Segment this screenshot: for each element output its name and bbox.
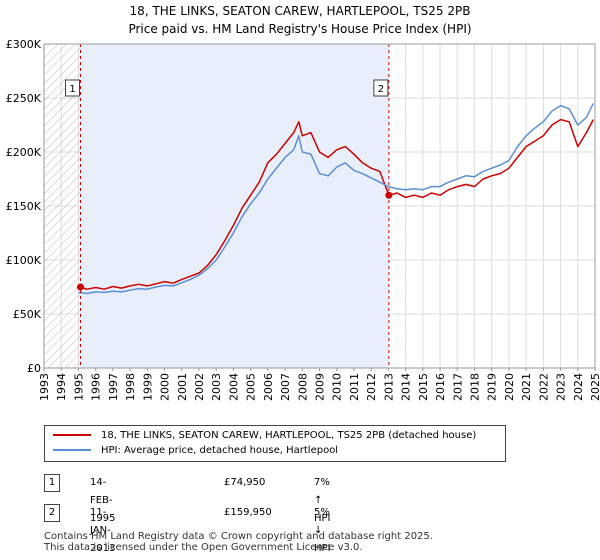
sale-point [385, 191, 393, 199]
x-tick-label: 1994 [55, 373, 68, 401]
y-tick-label: £300K [6, 38, 42, 51]
legend-swatch-hpi [53, 449, 91, 451]
x-tick-label: 2012 [365, 373, 378, 401]
subtitle-line: Price paid vs. HM Land Registry's House … [128, 22, 472, 36]
y-tick-label: £50K [13, 308, 42, 321]
x-tick-label: 1997 [107, 373, 120, 401]
x-tick-label: 2024 [572, 373, 585, 401]
legend-label-hpi: HPI: Average price, detached house, Hart… [101, 445, 339, 456]
legend-item-hpi: HPI: Average price, detached house, Hart… [53, 444, 338, 458]
x-tick-label: 1998 [124, 373, 137, 401]
sale-label-text: 2 [378, 84, 384, 95]
chart-title: 18, THE LINKS, SEATON CAREW, HARTLEPOOL,… [0, 2, 600, 38]
sale-price-2: £159,950 [224, 507, 272, 518]
legend-swatch-property [53, 434, 91, 436]
x-tick-label: 2015 [417, 373, 430, 401]
legend-item-property: 18, THE LINKS, SEATON CAREW, HARTLEPOOL,… [53, 429, 476, 443]
sale-hpi-2: 5% ↓ HPI [314, 507, 331, 554]
title-line: 18, THE LINKS, SEATON CAREW, HARTLEPOOL,… [129, 4, 471, 18]
series-line-property [80, 118, 594, 290]
x-tick-label: 1996 [90, 373, 103, 401]
sale-badge-2: 2 [44, 504, 60, 522]
x-tick-label: 2001 [176, 373, 189, 401]
x-tick-label: 2018 [468, 373, 481, 401]
pre-data-hatching [44, 44, 81, 368]
x-tick-label: 2014 [400, 373, 413, 401]
x-tick-label: 1993 [38, 373, 51, 401]
x-tick-label: 2000 [159, 373, 172, 401]
x-tick-label: 2006 [262, 373, 275, 401]
footer-line-1: Contains HM Land Registry data © Crown c… [44, 531, 433, 542]
x-tick-label: 2009 [314, 373, 327, 401]
x-tick-label: 2017 [451, 373, 464, 401]
legend: 18, THE LINKS, SEATON CAREW, HARTLEPOOL,… [44, 425, 506, 462]
x-tick-label: 2011 [348, 373, 361, 401]
shade-layer [44, 44, 389, 368]
y-tick-label: £0 [27, 362, 41, 375]
x-tick-label: 2005 [245, 373, 258, 401]
legend-label-property: 18, THE LINKS, SEATON CAREW, HARTLEPOOL,… [101, 430, 477, 441]
x-tick-label: 2004 [227, 373, 240, 401]
x-tick-label: 2008 [296, 373, 309, 401]
x-tick-label: 2020 [503, 373, 516, 401]
x-tick-label: 2021 [520, 373, 533, 401]
sale-price-1: £74,950 [224, 477, 266, 488]
sale-label-box [373, 79, 389, 97]
sale-point [77, 283, 85, 291]
x-tick-label: 2019 [486, 373, 499, 401]
y-tick-label: £250K [6, 92, 42, 105]
sale-hpi-1: 7% ↑ HPI [314, 477, 331, 524]
y-tick-label: £100K [6, 254, 42, 267]
x-tick-label: 2013 [382, 373, 395, 401]
footer: Contains HM Land Registry data © Crown c… [44, 531, 433, 553]
x-tick-label: 2016 [434, 373, 447, 401]
series-line-hpi [78, 103, 594, 295]
ownership-shading [80, 44, 389, 368]
footer-line-2: This data is licensed under the Open Gov… [44, 542, 363, 553]
x-tick-label: 2022 [537, 373, 550, 401]
series-layer [78, 103, 594, 295]
x-tick-label: 2010 [331, 373, 344, 401]
x-tick-label: 2023 [555, 373, 568, 401]
sale-date-1: 14-FEB-1995 [90, 477, 116, 524]
sale-date-2: 11-JAN-2013 [90, 507, 116, 554]
x-tick-label: 1999 [141, 373, 154, 401]
x-tick-label: 2003 [210, 373, 223, 401]
x-tick-label: 2002 [193, 373, 206, 401]
x-tick-label: 2025 [589, 373, 600, 401]
sale-label-text: 1 [69, 84, 75, 95]
axis-layer: £0 £50K £100K £150K £200K £250K £300K 1993 1994 1… [6, 38, 600, 401]
x-tick-label: 2007 [279, 373, 292, 401]
y-tick-label: £200K [6, 146, 42, 159]
x-tick-label: 1995 [72, 373, 85, 401]
y-tick-label: £150K [6, 200, 42, 213]
sale-badge-1: 1 [44, 474, 60, 492]
sale-label-box [65, 79, 81, 97]
